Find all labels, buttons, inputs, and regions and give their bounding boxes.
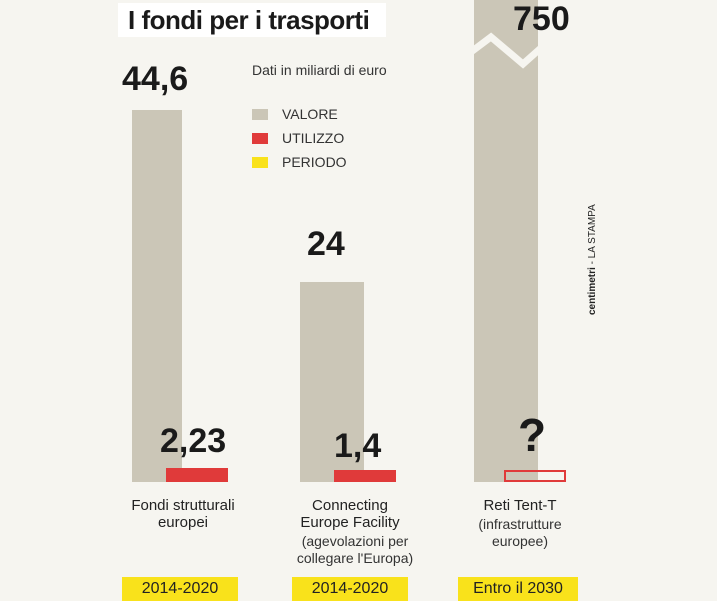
value-label-valore-3: 750 <box>513 0 570 38</box>
legend-note: Dati in miliardi di euro <box>252 62 387 78</box>
category-subtitle-2: (agevolazioni per collegare l'Europa) <box>296 533 414 566</box>
bar-valore-connecting-europe <box>300 282 364 482</box>
legend-swatch-utilizzo <box>252 133 268 144</box>
value-label-valore-1: 44,6 <box>122 60 189 98</box>
category-label-1: Fondi strutturali europei <box>131 497 235 531</box>
bar-utilizzo-connecting-europe <box>334 470 396 482</box>
bar-utilizzo-fondi-strutturali <box>166 468 228 482</box>
title-background <box>118 3 386 37</box>
axis-break-marker <box>471 32 541 69</box>
category-label-2: Connecting Europe Facility <box>300 497 400 531</box>
period-badge-2: 2014-2020 <box>292 577 408 601</box>
bar-utilizzo-reti-tent-t-unknown <box>504 470 566 482</box>
legend-label-utilizzo: UTILIZZO <box>282 130 345 146</box>
period-badge-1: 2014-2020 <box>122 577 238 601</box>
legend-swatch-periodo <box>252 157 268 168</box>
legend-label-periodo: PERIODO <box>282 154 347 170</box>
source-credit: centimetri - LA STAMPA <box>587 204 598 315</box>
bar-valore-fondi-strutturali <box>132 110 182 482</box>
bar-valore-reti-tent-t <box>474 0 538 482</box>
value-label-utilizzo-1: 2,23 <box>160 422 227 460</box>
unknown-utilizzo-marker: ? <box>518 409 547 461</box>
value-label-valore-2: 24 <box>307 225 345 263</box>
legend-label-valore: VALORE <box>282 106 338 122</box>
category-label-3: Reti Tent-T <box>483 497 557 514</box>
chart-title: I fondi per i trasporti <box>128 5 370 35</box>
legend-swatch-valore <box>252 109 268 120</box>
value-label-utilizzo-2: 1,4 <box>334 427 382 465</box>
category-subtitle-3: (infrastrutture europee) <box>478 516 562 549</box>
period-badge-3: Entro il 2030 <box>458 577 578 601</box>
